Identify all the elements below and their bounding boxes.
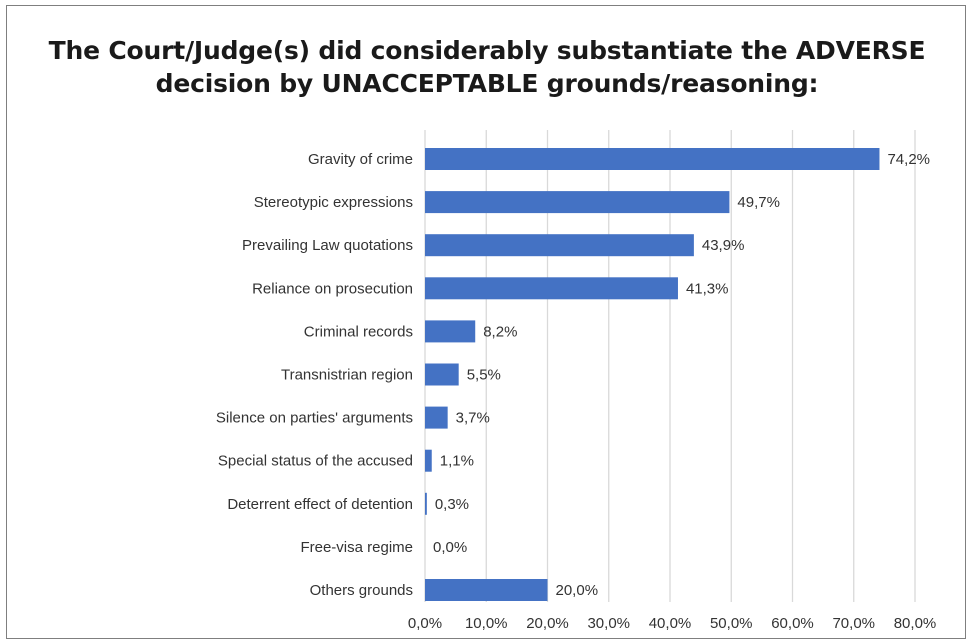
data-label: 20,0% — [556, 582, 599, 599]
category-label: Others grounds — [310, 582, 413, 599]
bar — [425, 277, 678, 300]
x-tick-label: 50,0% — [710, 615, 753, 632]
bars — [425, 148, 880, 601]
bar — [425, 492, 427, 515]
data-labels: 74,2% 49,7% 43,9% 41,3% 8,2% 5,5% 3,7% 1,1% 0,3%… — [433, 151, 930, 599]
x-tick-label: 80,0% — [894, 615, 937, 632]
bar — [425, 449, 432, 472]
bar — [425, 363, 459, 386]
category-labels: Gravity of crime Stereotypic expressions P… — [216, 151, 413, 599]
chart-title: The Court/Judge(s) did considerably subs… — [48, 36, 926, 98]
category-label: Special status of the accused — [218, 453, 413, 470]
data-label: 41,3% — [686, 280, 729, 297]
bar — [425, 191, 730, 214]
x-tick-label: 20,0% — [526, 615, 569, 632]
category-label: Stereotypic expressions — [254, 194, 413, 211]
bar — [425, 234, 694, 257]
data-label: 0,3% — [435, 496, 469, 513]
category-label: Transnistrian region — [281, 367, 413, 384]
category-label: Reliance on prosecution — [252, 280, 413, 297]
bar — [425, 579, 548, 601]
x-tick-label: 0,0% — [408, 615, 442, 632]
data-label: 5,5% — [467, 367, 501, 384]
category-label: Deterrent effect of detention — [227, 496, 413, 513]
x-tick-label: 10,0% — [465, 615, 508, 632]
data-label: 0,0% — [433, 539, 467, 556]
data-label: 1,1% — [440, 453, 474, 470]
category-label: Silence on parties' arguments — [216, 410, 413, 427]
x-tick-label: 70,0% — [832, 615, 875, 632]
category-label: Gravity of crime — [308, 151, 413, 168]
bar — [425, 148, 880, 170]
bar-chart-plot: Gravity of crime Stereotypic expressions P… — [216, 130, 936, 632]
data-label: 74,2% — [887, 151, 930, 168]
data-label: 3,7% — [456, 410, 490, 427]
bar — [425, 406, 448, 429]
data-label: 8,2% — [483, 323, 517, 340]
x-tick-label: 30,0% — [587, 615, 630, 632]
chart-frame: The Court/Judge(s) did considerably subs… — [6, 5, 966, 639]
x-tick-label: 40,0% — [649, 615, 692, 632]
data-label: 49,7% — [737, 194, 780, 211]
x-axis-tick-labels: 0,0% 10,0% 20,0% 30,0% 40,0% 50,0% 60,0% 70,0% 8… — [408, 615, 936, 632]
category-label: Prevailing Law quotations — [242, 237, 413, 254]
bar — [425, 320, 476, 343]
category-label: Criminal records — [304, 323, 413, 340]
x-tick-label: 60,0% — [771, 615, 814, 632]
data-label: 43,9% — [702, 237, 745, 254]
category-label: Free-visa regime — [300, 539, 413, 556]
